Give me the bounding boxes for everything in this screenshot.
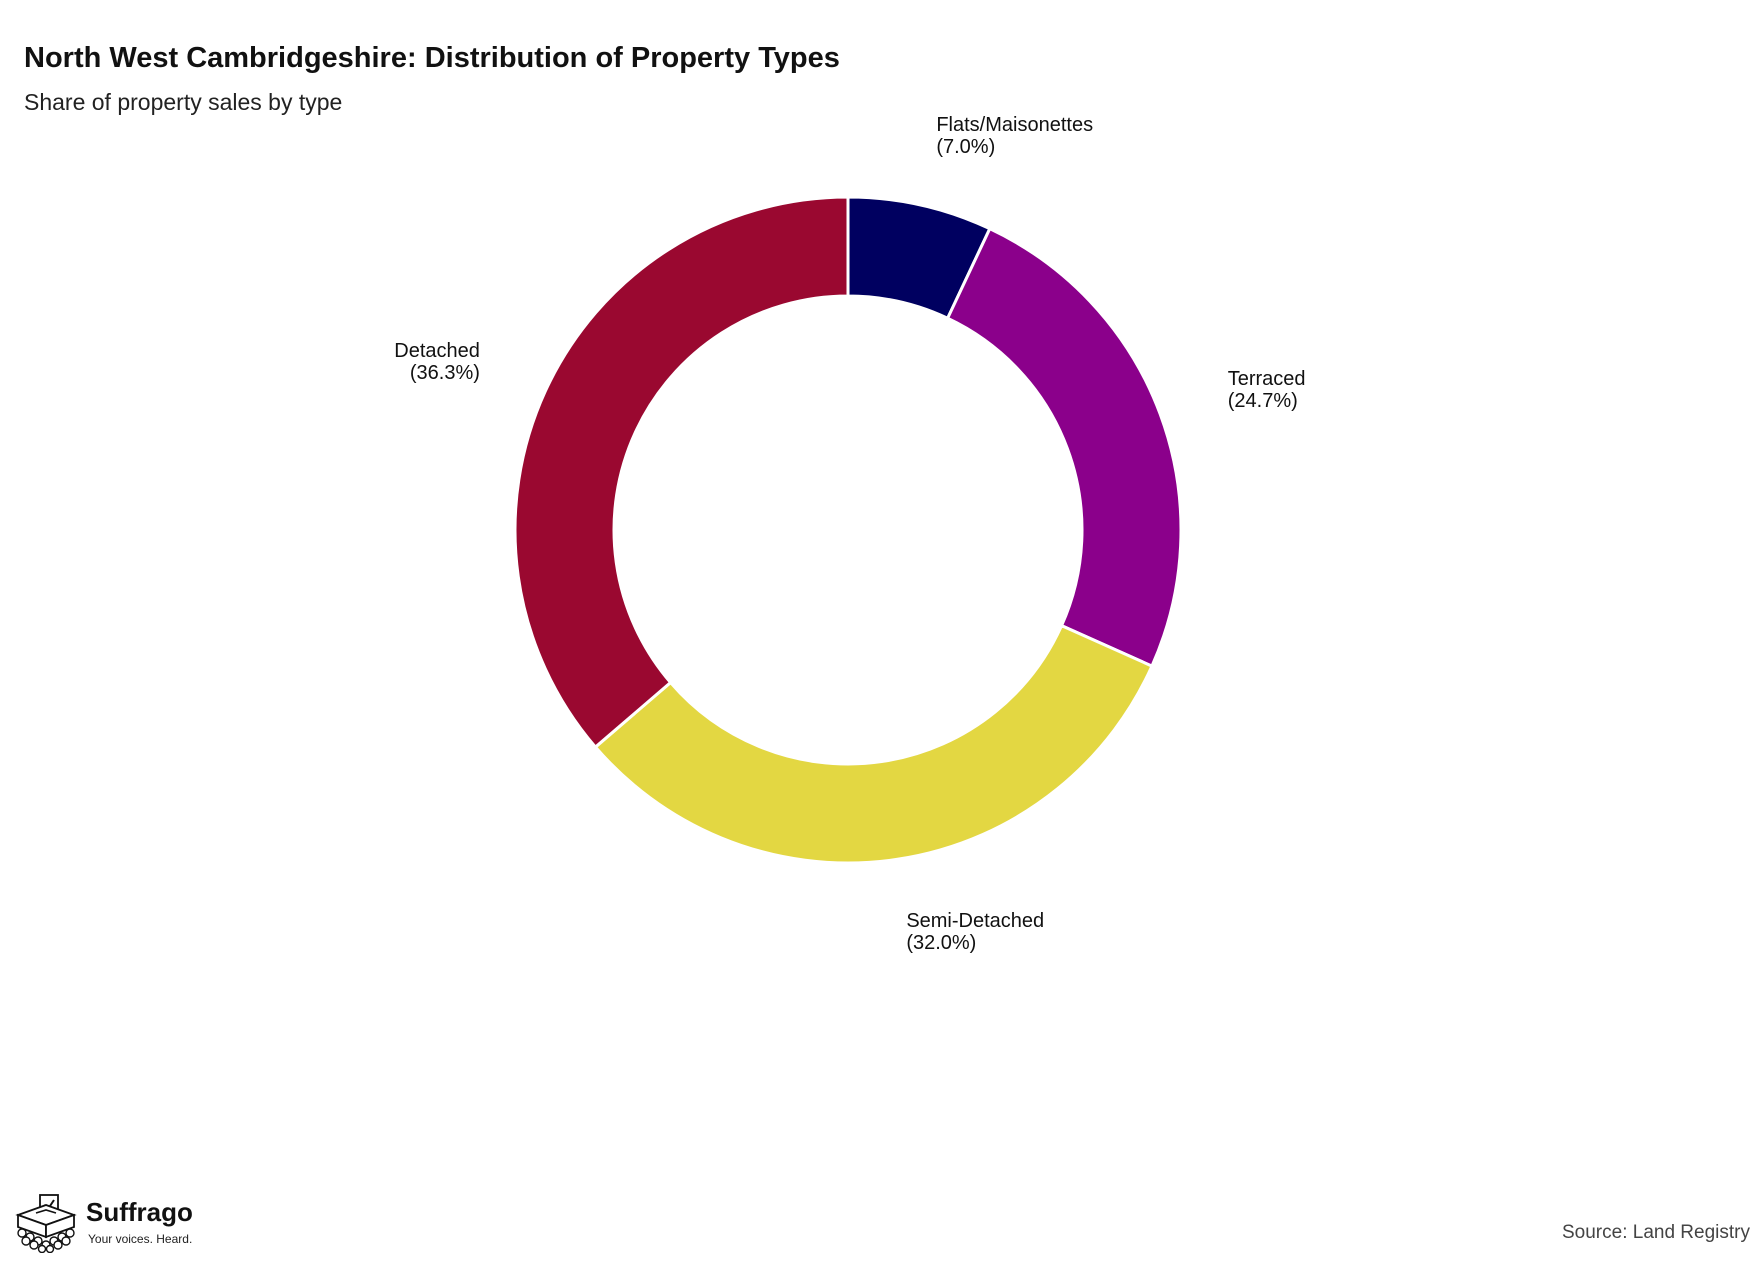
brand-tagline: Your voices. Heard. [88,1232,193,1246]
donut-slices [513,195,1183,865]
slice-label-value: (24.7%) [1228,390,1298,412]
slice-label-detached: Detached (36.3%) [394,340,480,384]
slice-label-name: Semi-Detached [906,910,1044,932]
slice-detached [513,195,850,750]
chart-subtitle: Share of property sales by type [24,89,343,115]
slice-label-name: Flats/Maisonettes [936,114,1093,136]
donut-labels: Flats/Maisonettes (7.0%) Terraced (24.7%) Se… [394,114,1305,954]
slice-label-value: (32.0%) [906,932,976,954]
slice-label-semi-detached: Semi-Detached (32.0%) [906,910,1044,954]
slice-label-name: Terraced [1228,368,1306,390]
slice-label-value: (36.3%) [410,362,480,384]
slice-semi-detached [593,623,1154,865]
brand-name: Suffrago [86,1197,193,1227]
slice-label-value: (7.0%) [936,136,995,158]
chart-title: North West Cambridgeshire: Distribution … [24,42,840,74]
slice-label-name: Detached [394,340,480,362]
slice-label-terraced: Terraced (24.7%) [1228,368,1306,412]
slice-terraced [945,226,1183,669]
slice-label-flats-maisonettes: Flats/Maisonettes (7.0%) [936,114,1093,158]
ballot-box-icon [15,1194,77,1253]
source-note: Source: Land Registry [1562,1222,1750,1243]
